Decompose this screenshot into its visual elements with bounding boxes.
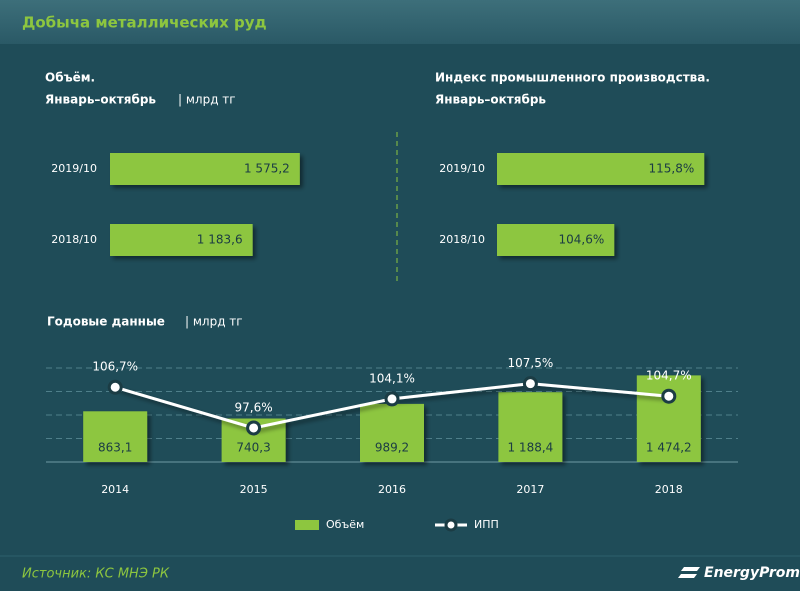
category-label: 2018/10 [51, 233, 97, 246]
point [522, 376, 538, 392]
chart-subtitle: Январь–октябрь [45, 93, 156, 107]
chart-title: Объём. [45, 71, 95, 85]
point [107, 379, 123, 395]
logo-text: EnergyProm [704, 565, 800, 581]
source: Источник: КС МНЭ РК [22, 567, 170, 582]
chart-title: Годовые данные [47, 315, 165, 329]
category-label: 2019/10 [439, 162, 485, 175]
point [246, 420, 262, 436]
x-tick-label: 2014 [101, 483, 129, 496]
value-label: 1 575,2 [244, 162, 290, 176]
chart-title: Индекс промышленного производства. [435, 71, 710, 85]
x-tick-label: 2017 [516, 483, 544, 496]
category-label: 2019/10 [51, 162, 97, 175]
bar [110, 224, 253, 256]
legend-swatch [444, 518, 458, 532]
unit-label: | млрд тг [178, 93, 236, 107]
bar [110, 153, 300, 185]
value-label: 107,5% [508, 356, 554, 370]
value-label: 104,6% [559, 233, 605, 247]
logo: EnergyProm [678, 565, 800, 581]
bar [498, 392, 563, 462]
legend-label: Объём [326, 518, 364, 531]
value-label: 1 188,4 [507, 441, 553, 455]
value-label: 1 474,2 [646, 441, 692, 455]
x-tick-label: 2016 [378, 483, 406, 496]
value-label: 104,7% [646, 369, 692, 383]
value-label: 863,1 [98, 441, 132, 455]
legend-swatch [295, 520, 319, 530]
point [661, 388, 677, 404]
value-label: 104,1% [369, 371, 415, 385]
bar [497, 224, 615, 256]
category-label: 2018/10 [439, 233, 485, 246]
x-tick-label: 2015 [240, 483, 268, 496]
value-label: 115,8% [648, 162, 694, 176]
chart-subtitle: Январь–октябрь [435, 93, 546, 107]
value-label: 989,2 [375, 441, 409, 455]
bar [497, 153, 705, 185]
value-label: 97,6% [235, 400, 273, 414]
header-bar [0, 0, 800, 44]
point [384, 391, 400, 407]
bar [360, 403, 424, 462]
legend-label: ИПП [474, 518, 499, 531]
x-tick-label: 2018 [655, 483, 683, 496]
bar [83, 411, 148, 462]
value-label: 740,3 [236, 441, 270, 455]
value-label: 1 183,6 [197, 233, 243, 247]
value-label: 106,7% [92, 360, 138, 374]
page-title: Добыча металлических руд [22, 14, 267, 32]
unit-label: | млрд тг [185, 315, 243, 329]
logo-icon [678, 567, 700, 578]
